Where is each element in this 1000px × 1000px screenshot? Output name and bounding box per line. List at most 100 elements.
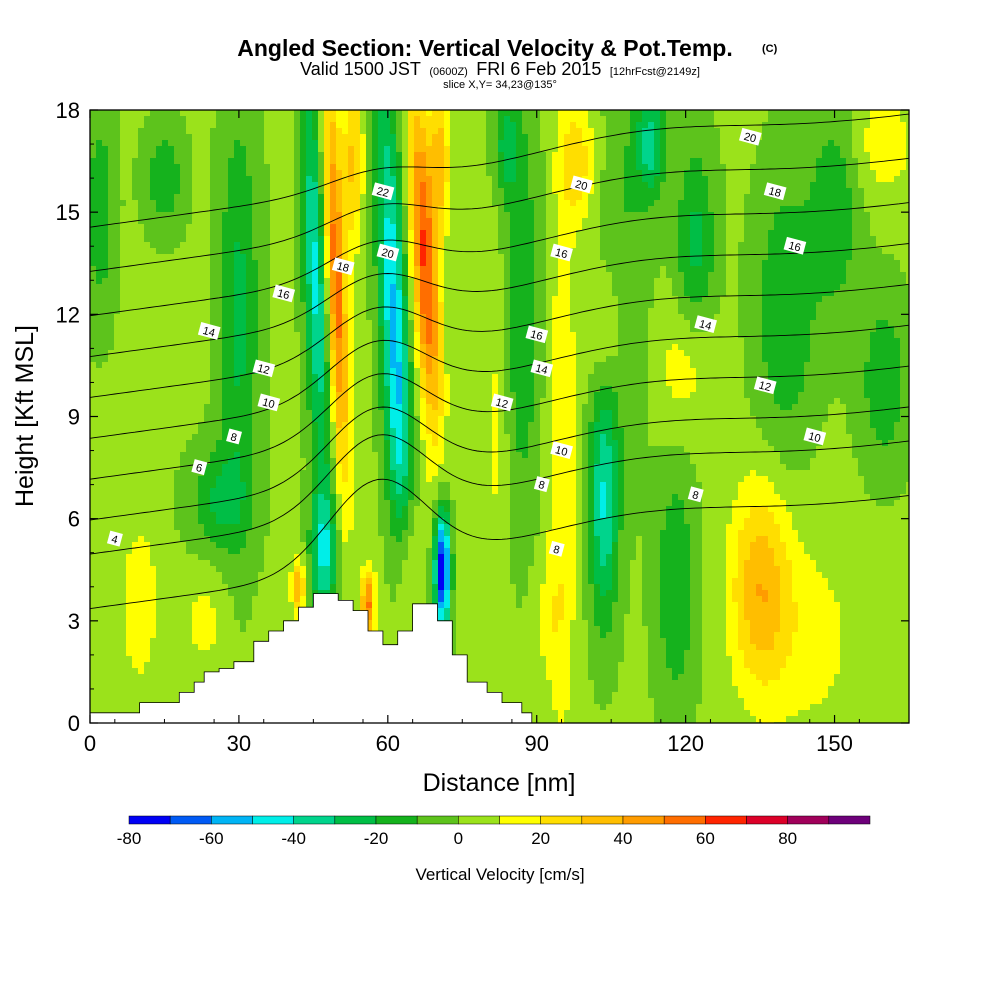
heatmap-cell [600,302,607,309]
heatmap-cell [582,224,589,231]
heatmap-cell [888,272,895,279]
heatmap-cell [126,140,133,147]
heatmap-cell [246,230,253,237]
heatmap-cell [894,320,901,327]
heatmap-cell [774,278,781,285]
heatmap-cell [552,272,559,279]
heatmap-cell [162,284,169,291]
heatmap-cell [792,230,799,237]
heatmap-cell [138,272,145,279]
heatmap-cell [414,218,421,225]
heatmap-cell [522,254,529,261]
heatmap-cell [762,254,769,261]
heatmap-cell [822,110,829,117]
heatmap-cell [576,230,583,237]
heatmap-cell [108,212,115,219]
heatmap-cell [270,290,277,297]
heatmap-cell [450,242,457,249]
heatmap-cell [690,230,697,237]
heatmap-cell [864,290,871,297]
heatmap-cell [336,134,343,141]
heatmap-cell [792,308,799,315]
heatmap-cell [732,170,739,177]
heatmap-cell [174,200,181,207]
heatmap-cell [366,272,373,279]
heatmap-cell [870,224,877,231]
heatmap-cell [108,116,115,123]
heatmap-cell [366,128,373,135]
heatmap-cell [810,218,817,225]
heatmap-cell [192,212,199,219]
heatmap-cell [294,140,301,147]
heatmap-cell [672,170,679,177]
heatmap-cell [468,194,475,201]
heatmap-cell [852,146,859,153]
heatmap-cell [468,290,475,297]
heatmap-cell [534,146,541,153]
heatmap-cell [546,218,553,225]
heatmap-cell [534,134,541,141]
heatmap-cell [360,158,367,165]
heatmap-cell [564,188,571,195]
heatmap-cell [408,326,415,333]
heatmap-cell [714,182,721,189]
heatmap-cell [750,320,757,327]
heatmap-cell [372,134,379,141]
heatmap-cell [300,242,307,249]
heatmap-cell [654,212,661,219]
heatmap-cell [150,296,157,303]
heatmap-cell [258,242,265,249]
heatmap-cell [414,230,421,237]
heatmap-cell [414,290,421,297]
heatmap-cell [330,272,337,279]
heatmap-cell [276,164,283,171]
heatmap-cell [330,326,337,333]
heatmap-cell [606,308,613,315]
heatmap-cell [438,314,445,321]
heatmap-cell [546,212,553,219]
heatmap-cell [162,110,169,117]
heatmap-cell [744,290,751,297]
heatmap-cell [282,152,289,159]
heatmap-cell [126,116,133,123]
heatmap-cell [366,122,373,129]
heatmap-cell [90,122,97,129]
heatmap-cell [162,266,169,273]
heatmap-cell [240,212,247,219]
heatmap-cell [864,176,871,183]
heatmap-cell [372,194,379,201]
heatmap-cell [312,152,319,159]
heatmap-cell [312,134,319,141]
heatmap-cell [864,302,871,309]
heatmap-cell [726,278,733,285]
heatmap-cell [630,320,637,327]
heatmap-cell [450,254,457,261]
heatmap-cell [120,260,127,267]
heatmap-cell [540,308,547,315]
heatmap-cell [558,158,565,165]
heatmap-cell [264,212,271,219]
heatmap-cell [252,320,259,327]
heatmap-cell [90,266,97,273]
heatmap-cell [96,212,103,219]
heatmap-cell [126,308,133,315]
heatmap-cell [402,116,409,123]
heatmap-cell [186,284,193,291]
heatmap-cell [780,200,787,207]
heatmap-cell [150,140,157,147]
heatmap-cell [348,122,355,129]
heatmap-cell [450,302,457,309]
heatmap-cell [480,110,487,117]
heatmap-cell [396,134,403,141]
heatmap-cell [756,260,763,267]
heatmap-cell [180,140,187,147]
heatmap-cell [714,158,721,165]
heatmap-cell [324,236,331,243]
heatmap-cell [894,182,901,189]
heatmap-cell [216,164,223,171]
heatmap-cell [288,284,295,291]
heatmap-cell [336,188,343,195]
heatmap-cell [282,260,289,267]
heatmap-cell [180,206,187,213]
heatmap-cell [750,224,757,231]
